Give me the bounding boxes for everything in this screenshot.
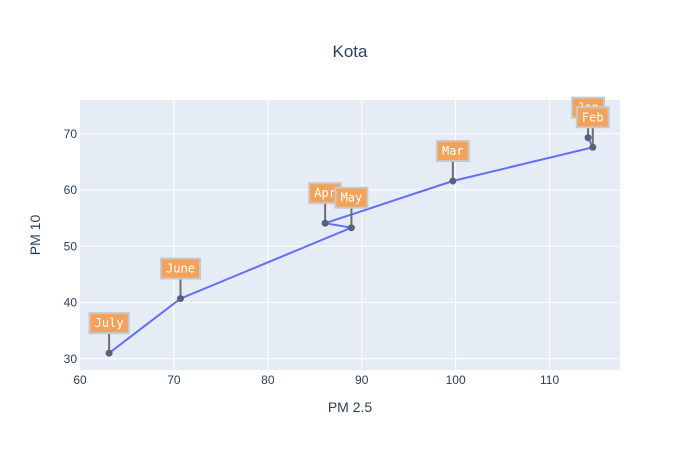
plot-area bbox=[80, 100, 620, 370]
data-point bbox=[589, 143, 597, 151]
annotation-text: Mar bbox=[442, 144, 464, 158]
data-point bbox=[176, 295, 184, 303]
y-tick-label: 40 bbox=[64, 296, 78, 310]
data-point bbox=[584, 134, 592, 142]
y-axis-ticks: 30 40 50 60 70 bbox=[64, 127, 78, 366]
y-axis-title: PM 10 bbox=[27, 215, 43, 256]
x-axis-title: PM 2.5 bbox=[328, 399, 373, 415]
data-label: July bbox=[88, 312, 130, 351]
annotations-layer: JanFebMarAprMayJuneJuly bbox=[88, 96, 610, 351]
y-tick-label: 30 bbox=[64, 352, 78, 366]
data-label: May bbox=[334, 186, 369, 225]
annotation-box bbox=[334, 186, 369, 209]
data-point bbox=[449, 177, 457, 185]
annotation-box bbox=[88, 312, 130, 335]
data-point bbox=[105, 349, 113, 357]
annotation-box bbox=[575, 106, 610, 129]
y-tick-label: 60 bbox=[64, 183, 78, 197]
y-tick-label: 50 bbox=[64, 239, 78, 253]
annotation-text: May bbox=[341, 191, 363, 205]
annotation-box bbox=[435, 140, 470, 162]
series-layer bbox=[105, 134, 597, 357]
x-tick-label: 70 bbox=[167, 373, 181, 387]
annotation-text: July bbox=[95, 316, 124, 330]
x-tick-label: 60 bbox=[73, 373, 87, 387]
annotation-text: Feb bbox=[582, 110, 604, 124]
data-label: Mar bbox=[435, 140, 470, 178]
x-tick-label: 110 bbox=[540, 373, 559, 387]
annotation-text: June bbox=[166, 262, 195, 276]
annotation-text: Apr bbox=[314, 186, 336, 200]
x-tick-label: 100 bbox=[446, 373, 466, 387]
chart-title: Kota bbox=[333, 42, 369, 61]
data-point bbox=[321, 219, 329, 227]
x-tick-label: 90 bbox=[355, 373, 369, 387]
data-label: June bbox=[159, 257, 202, 296]
annotation-box bbox=[159, 257, 202, 280]
x-axis-ticks: 60 70 80 90 100 110 bbox=[73, 373, 559, 387]
data-label: Feb bbox=[575, 106, 610, 145]
data-point bbox=[347, 224, 355, 232]
y-tick-label: 70 bbox=[64, 127, 78, 141]
x-tick-label: 80 bbox=[261, 373, 275, 387]
